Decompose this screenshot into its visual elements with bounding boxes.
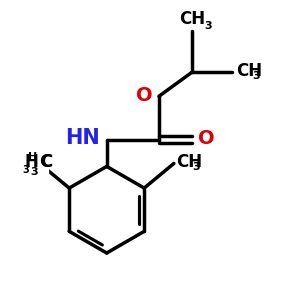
Text: C: C [40,153,52,171]
Text: 3: 3 [204,21,212,31]
Text: CH: CH [236,62,262,80]
Text: O: O [136,86,152,105]
Text: HN: HN [65,128,100,148]
Text: 3: 3 [252,71,260,81]
Text: CH: CH [176,153,202,171]
Text: 3: 3 [192,162,200,172]
Text: CH: CH [179,10,205,28]
Text: C: C [40,153,52,171]
Text: H: H [28,152,37,162]
Text: H: H [24,153,38,171]
Text: O: O [198,129,215,148]
Text: 3: 3 [22,165,29,175]
Bar [4,152,49,176]
Text: 3: 3 [30,167,38,177]
